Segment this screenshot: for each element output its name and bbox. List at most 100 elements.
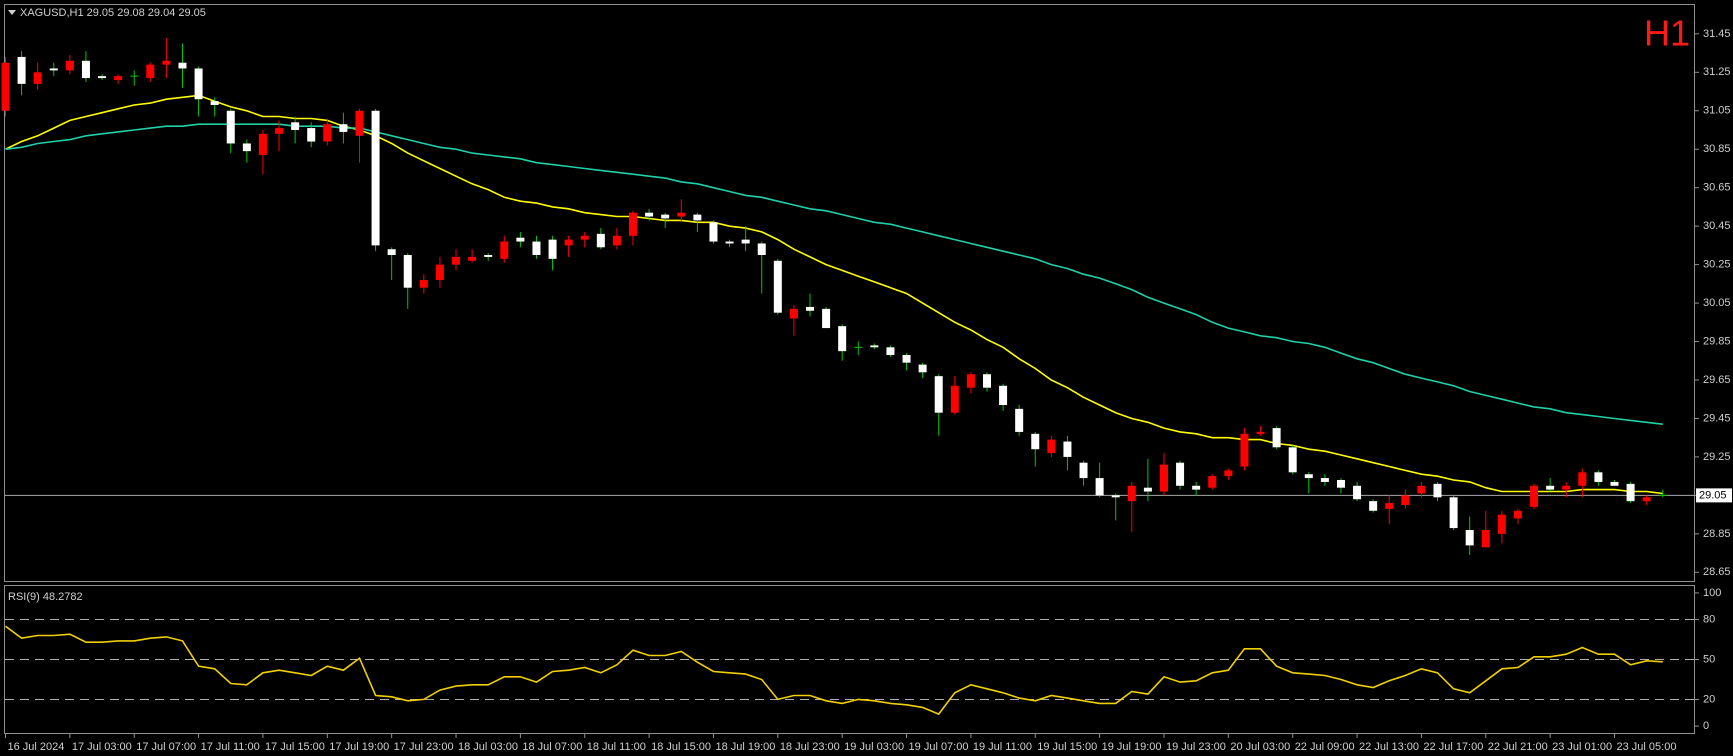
candle-body [1256, 431, 1265, 434]
candle-body [1642, 497, 1651, 502]
candle-body [339, 124, 348, 132]
candle-body [564, 239, 573, 246]
candle-body [1015, 408, 1024, 432]
candle-body [1272, 428, 1281, 448]
candle-body [307, 128, 316, 142]
candle-body [435, 264, 444, 280]
candle-body [999, 385, 1008, 405]
last-price-box [1696, 488, 1732, 503]
y-tick-label: 29.65 [1703, 374, 1731, 386]
x-tick-label: 22 Jul 17:00 [1423, 741, 1483, 753]
candle-body [773, 260, 782, 313]
y-tick-label: 29.45 [1703, 412, 1731, 424]
candle-body [532, 241, 541, 255]
candle-body [1610, 481, 1619, 486]
candle-body [1031, 433, 1040, 450]
candle-body [693, 214, 702, 221]
candle-body [966, 374, 975, 388]
candle-body [1546, 485, 1555, 490]
x-tick-label: 19 Jul 23:00 [1166, 741, 1226, 753]
y-tick-label: 28.65 [1703, 566, 1731, 578]
y-tick-label: 30.85 [1703, 143, 1731, 155]
candle-body [1336, 480, 1345, 488]
candle-body [886, 347, 895, 355]
y-tick-label: 20 [1703, 693, 1715, 705]
candle-body [162, 60, 171, 65]
candle-body [950, 385, 959, 413]
candle-body [146, 64, 155, 79]
candle-body [1513, 510, 1522, 519]
candle-body [114, 76, 123, 80]
candle-body [258, 133, 267, 155]
candle-body [1176, 462, 1185, 486]
candle-body [291, 122, 300, 130]
candle-body [1143, 487, 1152, 492]
y-tick-label: 31.25 [1703, 66, 1731, 78]
candle-body [419, 280, 428, 288]
x-tick-label: 19 Jul 19:00 [1102, 741, 1162, 753]
candle-body [178, 62, 187, 69]
candle-body [1562, 485, 1571, 490]
candle-body [1208, 476, 1217, 488]
y-tick-label: 29.25 [1703, 451, 1731, 463]
y-tick-label: 30.65 [1703, 182, 1731, 194]
candle-body [226, 110, 235, 144]
candle-body [1192, 485, 1201, 490]
candle-body [1079, 462, 1088, 479]
moving-average [5, 94, 1663, 495]
x-tick-label: 18 Jul 15:00 [651, 741, 711, 753]
candle-body [1497, 514, 1506, 534]
x-tick-label: 22 Jul 09:00 [1295, 741, 1355, 753]
candle-body [1288, 447, 1297, 473]
candle-body [1353, 485, 1362, 500]
candle-body [1127, 485, 1136, 502]
candle-body [210, 101, 219, 105]
symbol-header: XAGUSD,H1 29.05 29.08 29.04 29.05 [20, 7, 206, 19]
candle-body [403, 255, 412, 288]
y-tick-label: 80 [1703, 613, 1715, 625]
candle-body [1385, 503, 1394, 509]
x-tick-label: 18 Jul 19:00 [715, 741, 775, 753]
x-tick-label: 17 Jul 23:00 [394, 741, 454, 753]
x-tick-label: 17 Jul 03:00 [72, 741, 132, 753]
rsi-title: RSI(9) 48.2782 [8, 591, 83, 603]
timeframe-label: H1 [1644, 13, 1690, 54]
rsi-panel-frame [4, 585, 1695, 734]
candle-body [1, 62, 10, 111]
candle-body [1304, 474, 1313, 479]
x-tick-label: 17 Jul 11:00 [201, 741, 260, 753]
candle-body [49, 68, 58, 71]
candle-body [1417, 485, 1426, 494]
x-tick-label: 22 Jul 13:00 [1359, 741, 1419, 753]
candle-body [822, 308, 831, 329]
x-tick-label: 23 Jul 01:00 [1552, 741, 1612, 753]
candle-body [98, 76, 107, 79]
candle-body [275, 128, 284, 134]
candle-body [1320, 478, 1329, 482]
x-tick-label: 19 Jul 15:00 [1037, 741, 1097, 753]
candle-body [500, 241, 509, 259]
candle-body [677, 212, 686, 217]
candle-body [580, 235, 589, 240]
candle-body [757, 243, 766, 255]
candle-body [806, 306, 814, 311]
y-tick-label: 30.05 [1703, 297, 1731, 309]
candle-body [1530, 485, 1539, 507]
candle-body [1433, 483, 1442, 498]
menu-triangle [8, 10, 16, 15]
candle-body [1594, 472, 1603, 482]
x-tick-label: 19 Jul 07:00 [909, 741, 969, 753]
x-tick-label: 18 Jul 03:00 [458, 741, 518, 753]
y-tick-label: 30.25 [1703, 259, 1731, 271]
candle-body [194, 68, 203, 100]
candle-body [1224, 470, 1233, 477]
candle-body [1578, 472, 1587, 486]
candle-body [1095, 478, 1104, 496]
candle-body [452, 256, 461, 265]
x-tick-label: 18 Jul 11:00 [587, 741, 646, 753]
candle-body [371, 110, 380, 246]
candle-body [725, 241, 734, 244]
candle-body [918, 364, 927, 373]
candle-body [661, 214, 670, 219]
